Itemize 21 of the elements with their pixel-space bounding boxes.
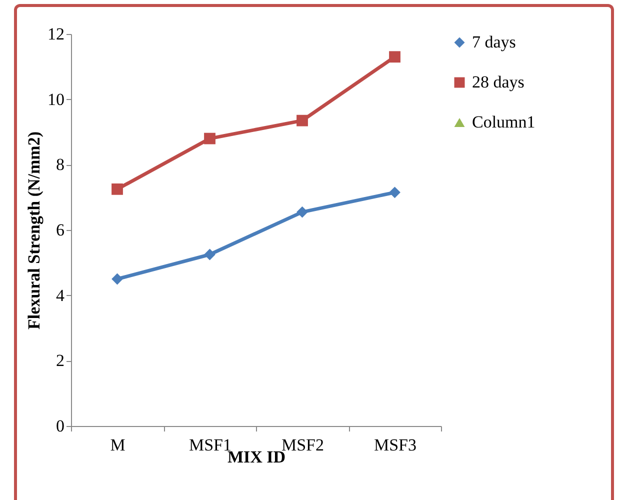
y-axis-title: Flexural Strength (N/mm2): [24, 132, 44, 330]
point: [204, 132, 216, 144]
y-tick-label: 0: [56, 416, 64, 436]
y-tick-label: 8: [56, 155, 64, 174]
point: [389, 186, 400, 198]
point: [389, 51, 400, 63]
point: [296, 114, 308, 126]
y-tick-label: 2: [56, 351, 64, 370]
y-tick-label: 10: [48, 90, 64, 109]
x-tick-label: M: [110, 436, 126, 454]
y-tick-label: 4: [56, 286, 65, 305]
legend-label: Column1: [472, 112, 536, 132]
point: [112, 273, 123, 285]
y-tick-label: 6: [56, 220, 64, 240]
point: [112, 183, 123, 195]
y-tick-label: 12: [48, 24, 64, 44]
legend-label: 7 days: [472, 32, 516, 52]
point: [204, 248, 216, 260]
legend-label: 28 days: [472, 72, 524, 92]
point: [296, 206, 308, 218]
x-tick-label: MSF3: [374, 436, 417, 454]
